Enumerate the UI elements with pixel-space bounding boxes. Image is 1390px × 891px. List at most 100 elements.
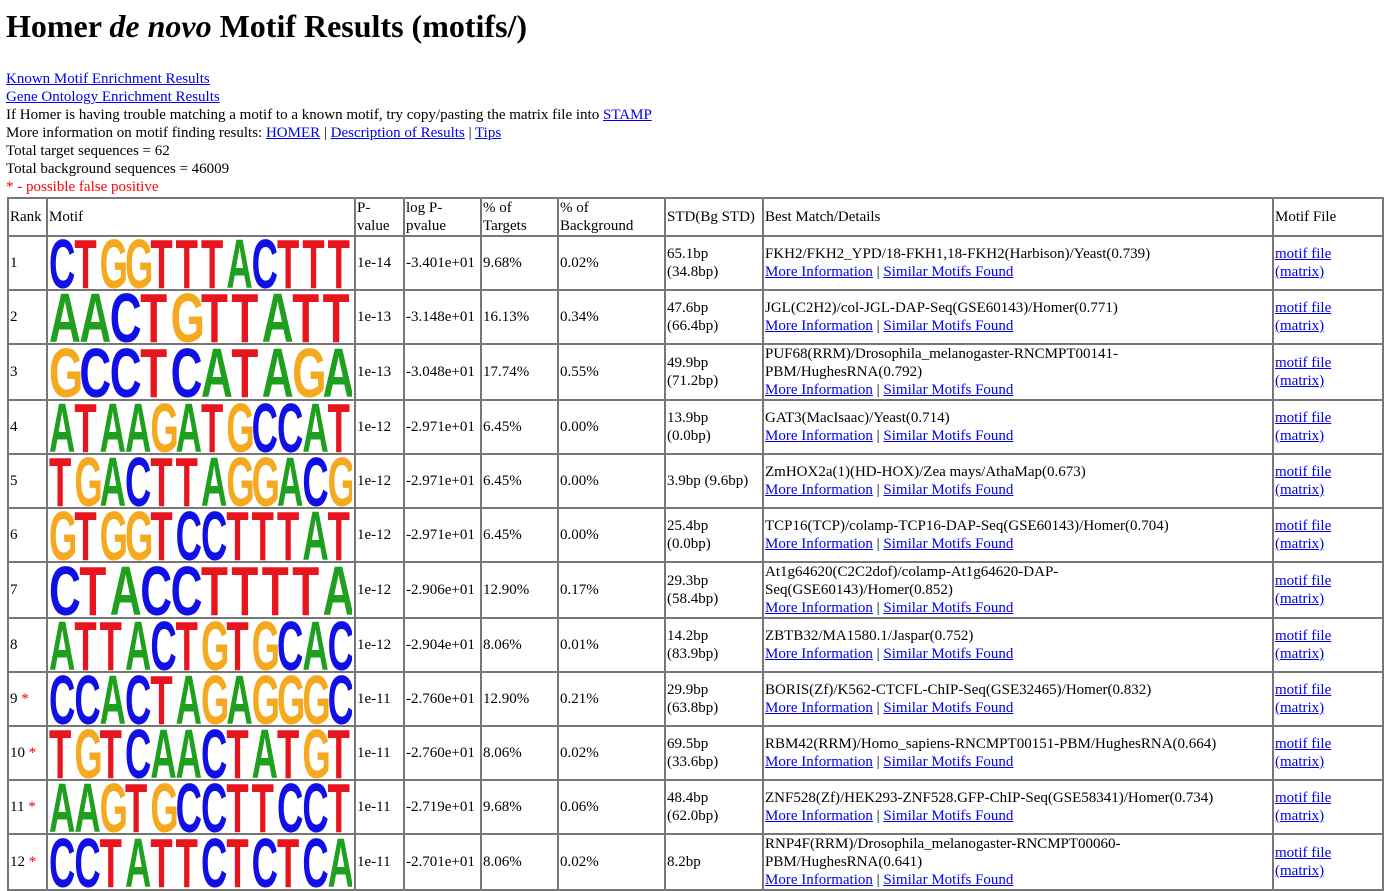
logo-letter: C [171, 564, 203, 616]
more-information-link[interactable]: More Information [765, 536, 873, 552]
motif-file-link[interactable]: motif file [1275, 518, 1332, 534]
logo-letter: A [328, 836, 352, 888]
std-value: 13.9bp [667, 410, 709, 426]
tips-link[interactable]: Tips [475, 125, 502, 141]
pvalue-cell: 1e-12 [355, 454, 404, 508]
motif-file-link[interactable]: motif file [1275, 464, 1332, 480]
similar-motifs-link[interactable]: Similar Motifs Found [883, 646, 1014, 662]
table-row: 12 * C C T A T T C T C T C A 1e-11 -2.701e+01 8.06% 0.02… [8, 834, 1383, 890]
std-cell: 3.9bp (9.6bp) [665, 454, 763, 508]
info-line: More information on motif finding result… [6, 124, 1384, 142]
motif-file-link[interactable]: motif file [1275, 790, 1332, 806]
more-information-link[interactable]: More Information [765, 872, 873, 888]
similar-motifs-link[interactable]: Similar Motifs Found [883, 428, 1014, 444]
logo-letter: C [49, 237, 75, 289]
logo-letter: A [302, 509, 328, 561]
more-information-link[interactable]: More Information [765, 382, 873, 398]
matrix-link[interactable]: (matrix) [1275, 754, 1325, 770]
similar-motifs-link[interactable]: Similar Motifs Found [883, 700, 1014, 716]
matrix-link[interactable]: (matrix) [1275, 373, 1325, 389]
matrix-link[interactable]: (matrix) [1275, 428, 1325, 444]
std-value: 3.9bp (9.6bp) [667, 473, 749, 489]
matrix-link[interactable]: (matrix) [1275, 591, 1325, 607]
separator: | [872, 646, 884, 662]
logo-letter: G [292, 346, 326, 398]
logo-letter: A [49, 291, 81, 343]
background-cell: 0.00% [558, 508, 665, 562]
logo-letter: G [100, 781, 128, 833]
motif-file-link[interactable]: motif file [1275, 736, 1332, 752]
matrix-link[interactable]: (matrix) [1275, 700, 1325, 716]
matrix-link[interactable]: (matrix) [1275, 318, 1325, 334]
more-information-link[interactable]: More Information [765, 600, 873, 616]
more-information-link[interactable]: More Information [765, 700, 873, 716]
std-cell: 29.3bp (58.4bp) [665, 562, 763, 618]
logo-letter: C [49, 836, 75, 888]
matrix-link[interactable]: (matrix) [1275, 536, 1325, 552]
logo-letter: T [277, 237, 299, 289]
logo-letter: G [201, 673, 229, 725]
background-cell: 0.55% [558, 344, 665, 400]
similar-motifs-link[interactable]: Similar Motifs Found [883, 808, 1014, 824]
rank-number: 11 [10, 799, 25, 815]
motif-file-link[interactable]: motif file [1275, 573, 1332, 589]
known-motif-link[interactable]: Known Motif Enrichment Results [6, 71, 210, 87]
more-information-link[interactable]: More Information [765, 482, 873, 498]
similar-motifs-link[interactable]: Similar Motifs Found [883, 872, 1014, 888]
logo-letter: T [226, 509, 248, 561]
more-information-link[interactable]: More Information [765, 318, 873, 334]
matrix-link[interactable]: (matrix) [1275, 808, 1325, 824]
background-cell: 0.01% [558, 618, 665, 672]
homer-link[interactable]: HOMER [265, 125, 321, 141]
more-information-link[interactable]: More Information [765, 264, 873, 280]
motif-file-link[interactable]: motif file [1275, 410, 1332, 426]
gene-ontology-link[interactable]: Gene Ontology Enrichment Results [6, 89, 220, 105]
targets-cell: 8.06% [481, 726, 558, 780]
logo-letter: A [49, 619, 75, 671]
motif-file-link[interactable]: motif file [1275, 682, 1332, 698]
matrix-link[interactable]: (matrix) [1275, 482, 1325, 498]
logo-letter: C [201, 727, 227, 779]
similar-motifs-link[interactable]: Similar Motifs Found [883, 536, 1014, 552]
bg-std-value: (63.8bp) [667, 700, 719, 716]
motif-file-link[interactable]: motif file [1275, 300, 1332, 316]
logo-letter: A [302, 401, 328, 453]
stamp-link[interactable]: STAMP [602, 107, 652, 123]
similar-motifs-link[interactable]: Similar Motifs Found [883, 264, 1014, 280]
logo-letter: G [277, 673, 305, 725]
logo-letter: G [125, 509, 153, 561]
detail-links: More Information | Similar Motifs Found [765, 753, 1271, 771]
motif-file-link[interactable]: motif file [1275, 628, 1332, 644]
more-information-link[interactable]: More Information [765, 646, 873, 662]
more-information-link[interactable]: More Information [765, 754, 873, 770]
matrix-link[interactable]: (matrix) [1275, 863, 1325, 879]
best-match-cell: ZBTB32/MA1580.1/Jaspar(0.752) More Inform… [763, 618, 1273, 672]
matrix-link[interactable]: (matrix) [1275, 646, 1325, 662]
more-information-link[interactable]: More Information [765, 808, 873, 824]
logo-letter: G [226, 455, 254, 507]
table-row: 10 * T G T C A A C T A T G T 1e-11 -2.760e+01 8.06% 0.02… [8, 726, 1383, 780]
best-match-text: PBM/HughesRNA(0.641) [765, 854, 923, 870]
targets-cell: 17.74% [481, 344, 558, 400]
logo-letter: T [226, 619, 248, 671]
similar-motifs-link[interactable]: Similar Motifs Found [883, 482, 1014, 498]
logo-letter: T [74, 237, 96, 289]
pvalue-cell: 1e-12 [355, 618, 404, 672]
similar-motifs-link[interactable]: Similar Motifs Found [883, 600, 1014, 616]
description-link[interactable]: Description of Results [330, 125, 465, 141]
bg-std-value: (71.2bp) [667, 373, 719, 389]
std-cell: 49.9bp (71.2bp) [665, 344, 763, 400]
similar-motifs-link[interactable]: Similar Motifs Found [883, 382, 1014, 398]
similar-motifs-link[interactable]: Similar Motifs Found [883, 754, 1014, 770]
matrix-link[interactable]: (matrix) [1275, 264, 1325, 280]
logo-letter: A [226, 237, 252, 289]
motif-file-link[interactable]: motif file [1275, 246, 1332, 262]
header-pvalue: P-value [355, 198, 404, 236]
header-rank: Rank [8, 198, 47, 236]
more-information-link[interactable]: More Information [765, 428, 873, 444]
similar-motifs-link[interactable]: Similar Motifs Found [883, 318, 1014, 334]
motif-file-link[interactable]: motif file [1275, 355, 1332, 371]
motif-file-link[interactable]: motif file [1275, 845, 1332, 861]
